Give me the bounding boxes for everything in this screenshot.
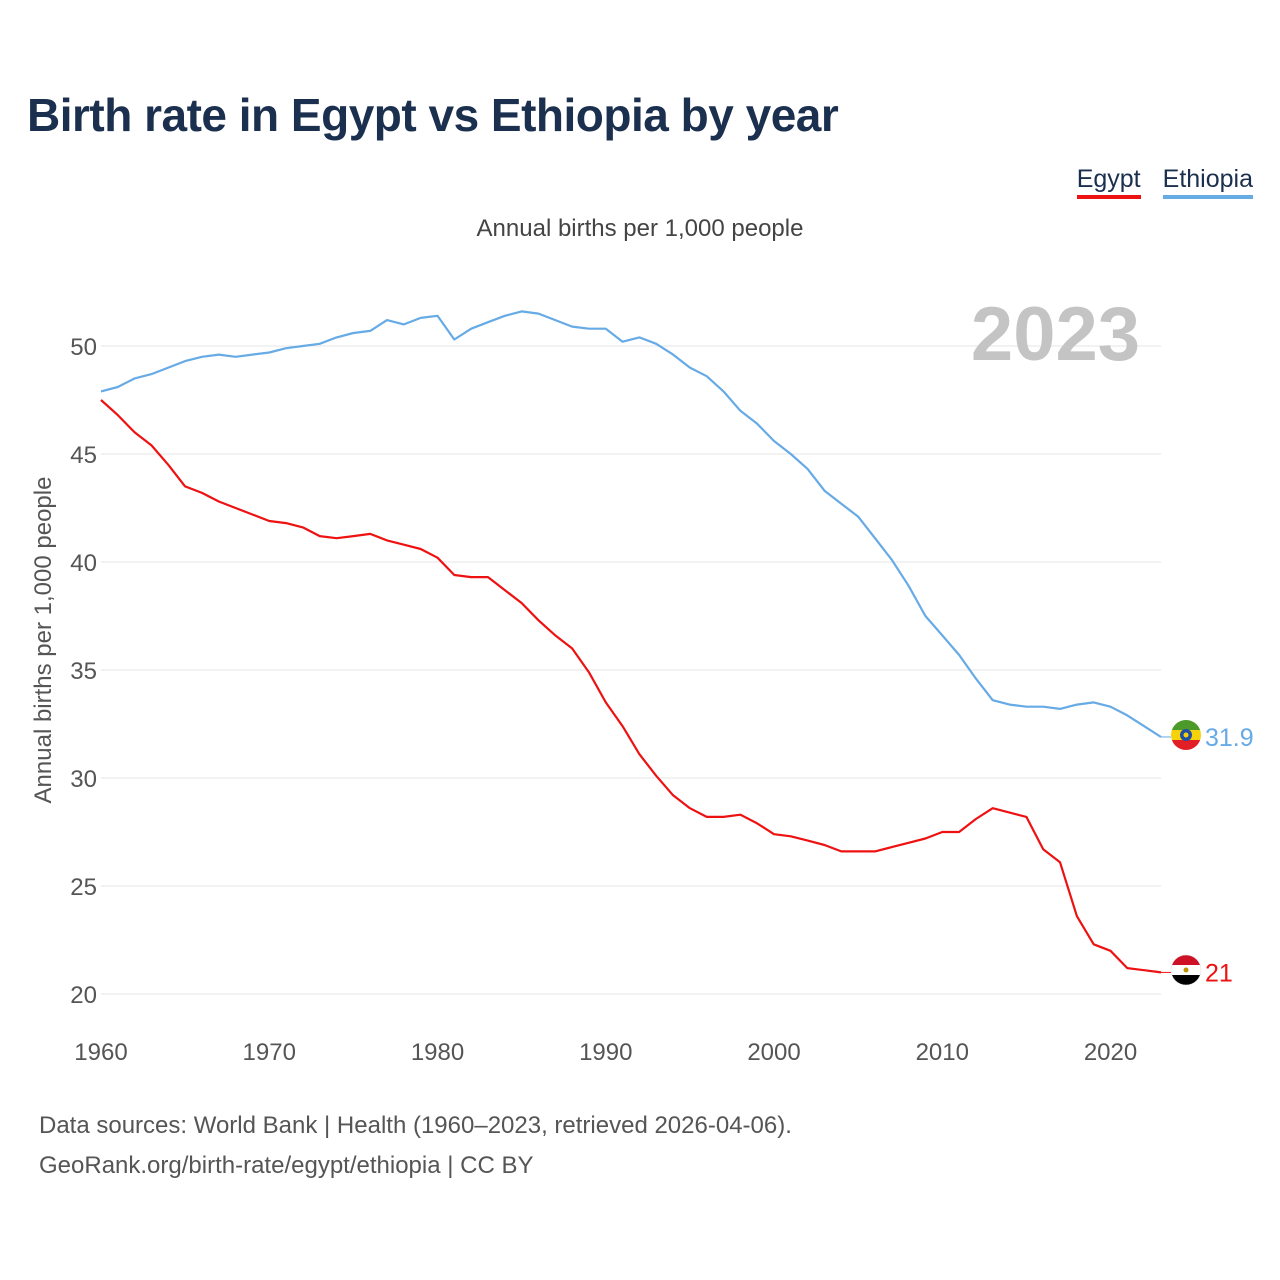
- y-axis-label: Annual births per 1,000 people: [30, 477, 57, 804]
- x-tick-label-1960: 1960: [74, 1039, 127, 1066]
- x-tick-label-1980: 1980: [411, 1039, 464, 1066]
- end-label-ethiopia: 31.9: [1205, 724, 1254, 752]
- y-tick-label-25: 25: [70, 874, 97, 901]
- y-tick-label-50: 50: [70, 334, 97, 361]
- x-tick-label-2020: 2020: [1084, 1039, 1137, 1066]
- egypt-flag-icon: [1170, 954, 1202, 986]
- series-lines: [100, 310, 1162, 974]
- x-tick-label-2010: 2010: [916, 1039, 969, 1066]
- y-axis-ticks: 20 25 30 35 40 45 50: [70, 334, 97, 1009]
- end-labels: 21 31.9: [1161, 724, 1254, 987]
- x-tick-label-2000: 2000: [747, 1039, 800, 1066]
- legend-item-ethiopia[interactable]: Ethiopia: [1162, 164, 1253, 199]
- footer: Data sources: World Bank | Health (1960–…: [39, 1106, 792, 1186]
- legend: Egypt Ethiopia: [1076, 164, 1253, 199]
- series-line-ethiopia: [100, 310, 1162, 738]
- chart-subtitle: Annual births per 1,000 people: [476, 215, 804, 242]
- y-tick-label-40: 40: [70, 550, 97, 577]
- y-tick-label-35: 35: [70, 658, 97, 685]
- gridlines: [101, 345, 1161, 995]
- y-tick-label-20: 20: [70, 982, 97, 1009]
- y-tick-label-45: 45: [70, 442, 97, 469]
- footer-source: Data sources: World Bank | Health (1960–…: [39, 1112, 792, 1139]
- legend-item-egypt[interactable]: Egypt: [1076, 164, 1141, 199]
- page-title: Birth rate in Egypt vs Ethiopia by year: [27, 89, 839, 141]
- x-axis-ticks: 1960 1970 1980 1990 2000 2010 2020: [74, 1039, 1137, 1066]
- end-label-egypt: 21: [1205, 959, 1233, 987]
- y-tick-label-30: 30: [70, 766, 97, 793]
- year-watermark: 2023: [971, 292, 1140, 377]
- footer-link[interactable]: GeoRank.org/birth-rate/egypt/ethiopia | …: [39, 1152, 534, 1179]
- ethiopia-flag-icon: [1171, 720, 1201, 750]
- x-tick-label-1990: 1990: [579, 1039, 632, 1066]
- series-line-egypt: [100, 399, 1162, 974]
- x-tick-label-1970: 1970: [243, 1039, 296, 1066]
